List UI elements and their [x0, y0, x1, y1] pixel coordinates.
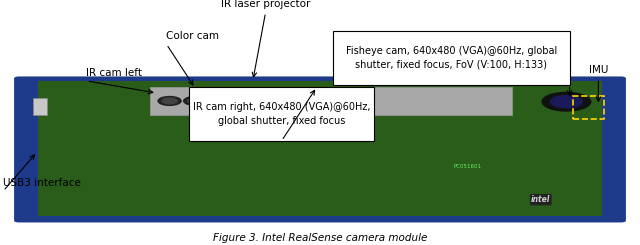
Bar	[333, 31, 570, 85]
Circle shape	[542, 92, 591, 111]
Bar	[189, 87, 374, 141]
Text: IR laser projector: IR laser projector	[221, 0, 310, 9]
Text: USB3 interface: USB3 interface	[3, 178, 81, 188]
Text: IR cam right, 640x480 (VGA)@60Hz,
global shutter, fixed focus: IR cam right, 640x480 (VGA)@60Hz, global…	[193, 102, 371, 125]
FancyBboxPatch shape	[14, 76, 626, 222]
Circle shape	[162, 98, 177, 104]
Circle shape	[309, 98, 324, 104]
Text: Figure 3. Intel RealSense camera module: Figure 3. Intel RealSense camera module	[213, 233, 427, 243]
Text: Color cam: Color cam	[166, 31, 220, 41]
Circle shape	[188, 98, 203, 104]
Bar	[150, 87, 512, 115]
Circle shape	[305, 97, 328, 105]
Circle shape	[158, 97, 181, 105]
Text: IMU: IMU	[589, 65, 608, 75]
Text: intel: intel	[531, 195, 550, 204]
Text: IR cam left: IR cam left	[86, 68, 143, 78]
Bar	[38, 81, 602, 216]
Bar	[33, 98, 47, 115]
Circle shape	[184, 97, 207, 105]
Circle shape	[550, 96, 582, 108]
Circle shape	[246, 98, 259, 103]
Text: PC051601: PC051601	[453, 164, 481, 169]
Bar	[280, 88, 311, 107]
Text: Fisheye cam, 640x480 (VGA)@60Hz, global
shutter, fixed focus, FoV (V:100, H:133): Fisheye cam, 640x480 (VGA)@60Hz, global …	[346, 46, 557, 69]
Bar	[573, 96, 604, 119]
Circle shape	[243, 97, 263, 105]
